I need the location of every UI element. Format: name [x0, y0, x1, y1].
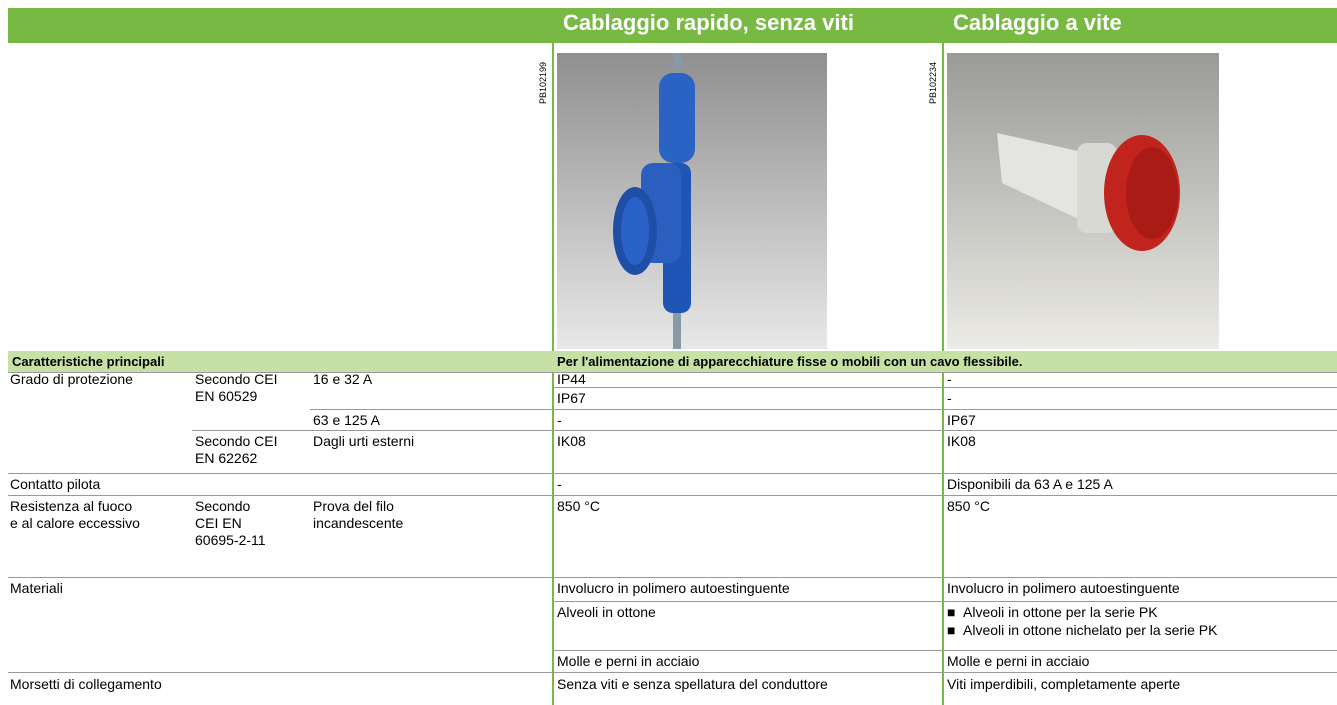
cell: -	[947, 390, 952, 406]
row-line	[553, 601, 1337, 602]
cell: IK08	[947, 433, 976, 449]
section-row	[8, 351, 1337, 372]
row-line	[8, 473, 1337, 474]
cell: Alveoli in ottone	[557, 604, 656, 620]
cell: 16 e 32 A	[313, 371, 373, 387]
cell: Secondo	[195, 498, 251, 514]
cell: Involucro in polimero autoestinguente	[947, 580, 1180, 596]
product-photo	[947, 53, 1219, 349]
row-line	[192, 430, 1337, 431]
cell: -	[557, 476, 562, 492]
cell: Involucro in polimero autoestinguente	[557, 580, 790, 596]
cell: IP67	[947, 412, 976, 428]
cell: Materiali	[10, 580, 63, 596]
cell: IP44	[557, 371, 586, 387]
cell: Grado di protezione	[10, 371, 133, 387]
cell: e al calore eccessivo	[10, 515, 140, 531]
bullet: ■	[947, 604, 956, 620]
row-line	[8, 495, 1337, 496]
column-title: Cablaggio rapido, senza viti	[563, 10, 854, 35]
cell: Prova del filo	[313, 498, 394, 514]
cell: -	[947, 371, 952, 387]
product-photo	[557, 53, 827, 349]
cell: Resistenza al fuoco	[10, 498, 133, 514]
cell: IK08	[557, 433, 586, 449]
cell: CEI EN	[195, 515, 242, 531]
cell: Senza viti e senza spellatura del condut…	[557, 676, 828, 692]
cell: Disponibili da 63 A e 125 A	[947, 476, 1113, 492]
cell: 850 °C	[947, 498, 990, 514]
cell: incandescente	[313, 515, 404, 531]
cell: Secondo CEI EN 60529	[195, 371, 278, 404]
row-line	[553, 387, 1337, 388]
cell: 850 °C	[557, 498, 600, 514]
cell: Alveoli in ottone per la serie PK	[963, 604, 1158, 620]
cell: 60695-2-11	[195, 532, 266, 548]
photo-code: PB102199	[538, 61, 548, 104]
row-line	[8, 372, 1337, 373]
row-line	[553, 650, 1337, 651]
bullet: ■	[947, 622, 956, 638]
cell: Dagli urti esterni	[313, 433, 415, 449]
cell: Alveoli in ottone nichelato per la serie…	[963, 622, 1218, 638]
cell: Molle e perni in acciaio	[557, 653, 700, 669]
cell: -	[557, 412, 562, 428]
section-note: Per l'alimentazione di apparecchiature f…	[557, 354, 1023, 369]
cell: Morsetti di collegamento	[10, 676, 162, 692]
section-title: Caratteristiche principali	[12, 354, 165, 369]
cell: Molle e perni in acciaio	[947, 653, 1090, 669]
photo-code: PB102234	[928, 61, 938, 104]
row-line	[8, 672, 1337, 673]
column-title: Cablaggio a vite	[953, 10, 1122, 35]
cell: Contatto pilota	[10, 476, 101, 492]
cell: Secondo CEI EN 62262	[195, 433, 278, 466]
row-line	[310, 409, 1337, 410]
cell: Viti imperdibili, completamente aperte	[947, 676, 1181, 692]
row-line	[8, 577, 1337, 578]
header-bar	[8, 8, 1337, 43]
cell: IP67	[557, 390, 586, 406]
cell: 63 e 125 A	[313, 412, 380, 428]
